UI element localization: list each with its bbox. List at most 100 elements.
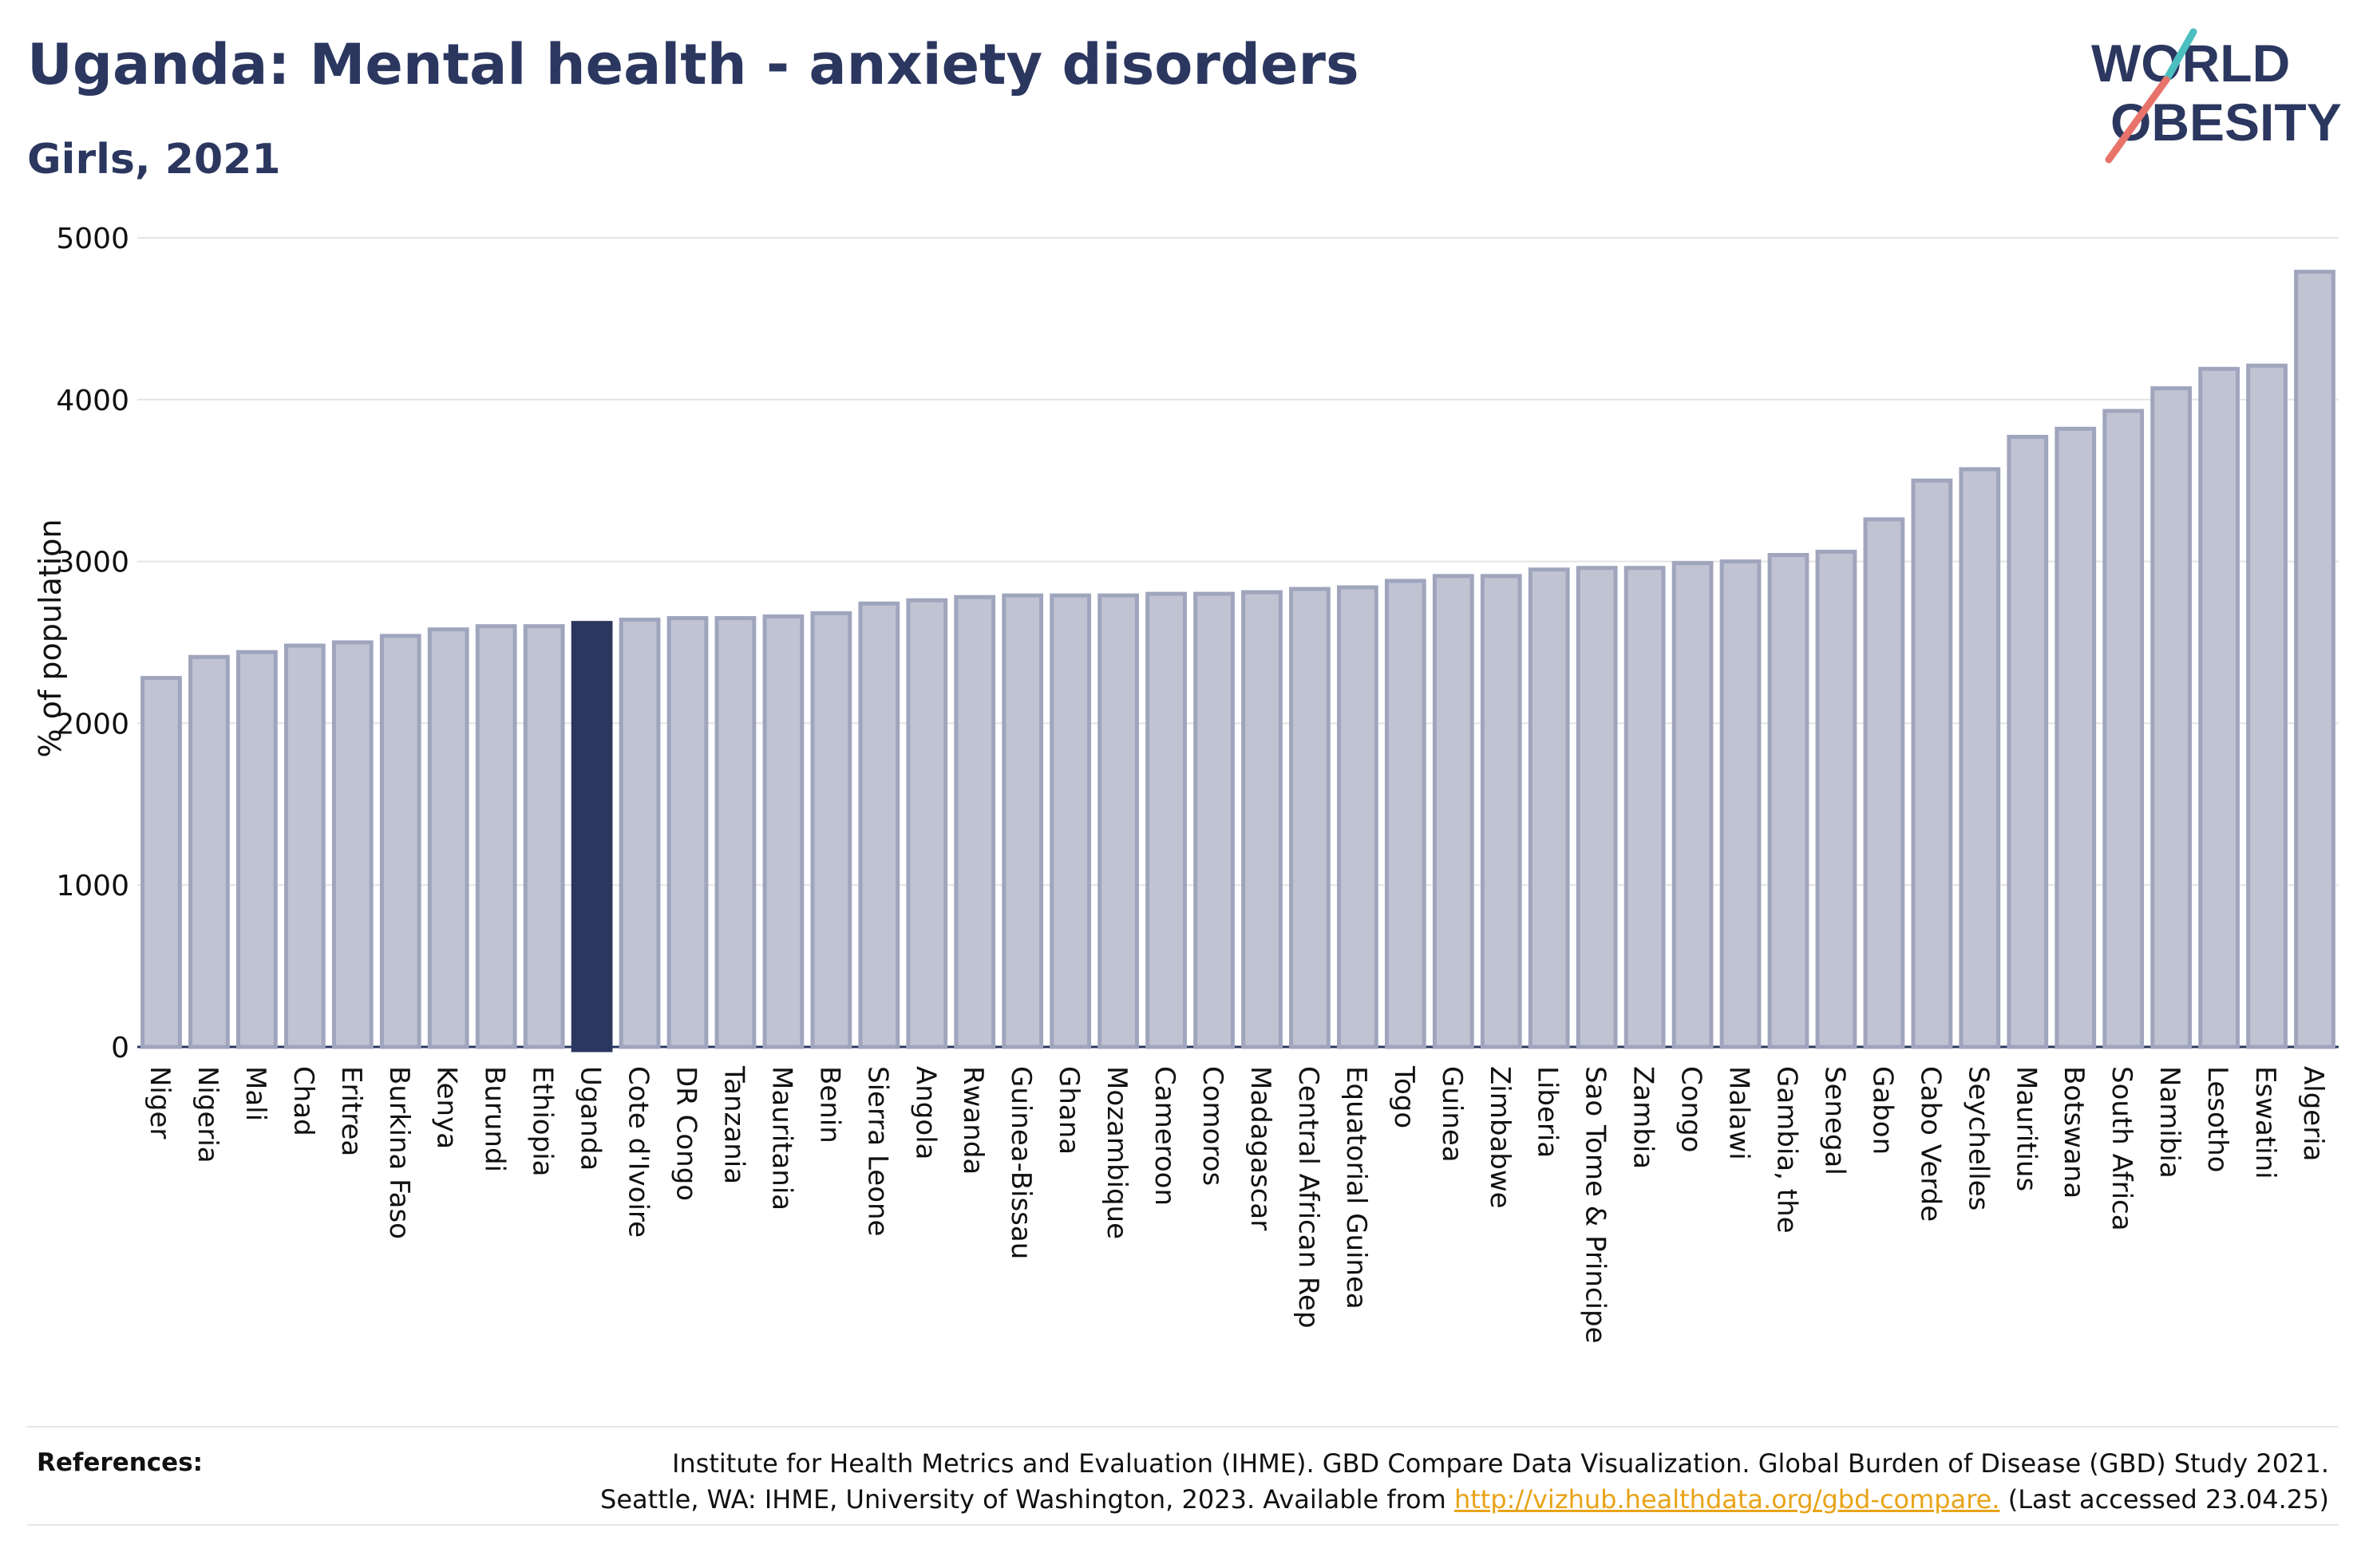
logo-slash-teal xyxy=(2162,28,2197,84)
references-line-2: Seattle, WA: IHME, University of Washing… xyxy=(493,1482,2329,1518)
bar-burundi xyxy=(475,624,517,1049)
bar-togo xyxy=(1384,579,1426,1049)
x-tick-label: Angola xyxy=(909,1066,941,1159)
bar-congo xyxy=(1671,561,1714,1049)
bar-algeria xyxy=(2294,270,2335,1049)
chart-title: Uganda: Mental health - anxiety disorder… xyxy=(27,32,1359,97)
logo-slash-coral xyxy=(2105,76,2170,164)
x-tick-label: Zambia xyxy=(1627,1066,1659,1169)
bar-benin xyxy=(810,610,852,1049)
bar-chad xyxy=(283,643,326,1049)
x-tick-label: Gambia, the xyxy=(1771,1066,1803,1234)
x-tick-label: Togo xyxy=(1388,1065,1420,1128)
x-tick-label: Burkina Faso xyxy=(383,1066,415,1239)
bar-gambia-the xyxy=(1767,552,1809,1049)
bar-zimbabwe xyxy=(1480,574,1522,1049)
x-tick-label: Seychelles xyxy=(1962,1066,1994,1211)
x-tick-label: Mauritius xyxy=(2010,1066,2042,1191)
bar-sao-tome-principe xyxy=(1576,566,1618,1049)
references-line-2-prefix: Seattle, WA: IHME, University of Washing… xyxy=(600,1484,1454,1515)
bar-sierra-leone xyxy=(858,601,900,1049)
references-divider-top xyxy=(27,1426,2339,1428)
x-tick-label: Burundi xyxy=(479,1066,511,1172)
x-tick-label: Gabon xyxy=(1866,1066,1898,1155)
references-text: Institute for Health Metrics and Evaluat… xyxy=(493,1446,2329,1518)
x-tick-label: Zimbabwe xyxy=(1484,1066,1516,1209)
x-tick-label: Congo xyxy=(1675,1066,1707,1152)
references-divider-bottom xyxy=(27,1524,2339,1526)
x-tick-label: Algeria xyxy=(2297,1066,2329,1161)
bar-equatorial-guinea xyxy=(1337,585,1378,1049)
references-link[interactable]: http://vizhub.healthdata.org/gbd-compare… xyxy=(1453,1484,2000,1515)
x-tick-label: Benin xyxy=(813,1066,845,1143)
bar-ethiopia xyxy=(523,624,565,1049)
x-tick-label: DR Congo xyxy=(670,1066,702,1201)
bar-nigeria xyxy=(188,654,230,1049)
x-tick-label: Tanzania xyxy=(718,1065,749,1184)
bar-mozambique xyxy=(1097,593,1139,1049)
bar-comoros xyxy=(1193,591,1235,1049)
bar-botswana xyxy=(2055,426,2097,1049)
x-tick-label: Nigeria xyxy=(192,1066,223,1163)
x-tick-label: Liberia xyxy=(1532,1066,1564,1158)
bar-eswatini xyxy=(2246,363,2288,1049)
bar-rwanda xyxy=(954,594,996,1049)
x-tick-label: Mali xyxy=(239,1066,271,1121)
bar-eritrea xyxy=(331,640,374,1049)
bar-mauritania xyxy=(762,614,805,1049)
bar-mali xyxy=(236,650,278,1049)
bar-seychelles xyxy=(1959,467,2001,1049)
bar-south-africa xyxy=(2102,409,2145,1049)
x-tick-label: Botswana xyxy=(2058,1066,2090,1199)
bar-gabon xyxy=(1863,517,1905,1049)
references-line-1: Institute for Health Metrics and Evaluat… xyxy=(671,1448,2329,1479)
references-label: References: xyxy=(37,1448,204,1477)
bar-cameroon xyxy=(1145,591,1187,1049)
bar-malawi xyxy=(1719,559,1762,1049)
x-tick-label: Kenya xyxy=(431,1066,463,1149)
x-tick-label: Guinea xyxy=(1436,1066,1468,1163)
x-tick-label: South Africa xyxy=(2106,1066,2138,1231)
bar-cote-d-ivoire xyxy=(619,618,661,1049)
bar-madagascar xyxy=(1241,590,1283,1049)
bar-mauritius xyxy=(2007,434,2049,1049)
bar-uganda xyxy=(571,621,613,1053)
bar-cabo-verde xyxy=(1911,478,1953,1049)
y-tick-label: 2000 xyxy=(56,708,129,741)
x-tick-label: Rwanda xyxy=(957,1066,989,1175)
x-tick-label: Uganda xyxy=(575,1066,607,1171)
x-tick-label: Mauritania xyxy=(765,1066,797,1211)
bar-guinea-bissau xyxy=(1002,593,1044,1049)
x-tick-label: Eritrea xyxy=(335,1066,367,1156)
x-tick-label: Comoros xyxy=(1196,1066,1228,1186)
y-tick-label: 1000 xyxy=(56,870,129,902)
x-tick-label: Equatorial Guinea xyxy=(1340,1066,1372,1309)
x-tick-label: Ethiopia xyxy=(527,1066,559,1176)
x-tick-label: Sierra Leone xyxy=(861,1066,893,1236)
y-tick-label: 3000 xyxy=(56,547,129,579)
y-tick-label: 4000 xyxy=(56,385,129,417)
x-tick-label: Cabo Verde xyxy=(1914,1066,1946,1222)
x-tick-label: Eswatini xyxy=(2249,1066,2281,1179)
y-tick-label: 5000 xyxy=(56,223,129,255)
bar-dr-congo xyxy=(666,616,709,1049)
bar-tanzania xyxy=(714,616,757,1049)
bar-senegal xyxy=(1815,549,1857,1049)
bar-central-african-rep xyxy=(1289,587,1331,1049)
references-line-2-suffix: (Last accessed 23.04.25) xyxy=(1999,1484,2329,1515)
x-tick-label: Cameroon xyxy=(1149,1066,1180,1206)
world-obesity-logo: WORLD OBESITY xyxy=(2091,28,2342,164)
y-axis-label: % of population xyxy=(33,519,68,757)
x-tick-label: Madagascar xyxy=(1244,1066,1276,1230)
x-tick-label: Cote d'Ivoire xyxy=(623,1066,655,1238)
bar-angola xyxy=(906,598,948,1049)
bar-guinea xyxy=(1432,574,1474,1049)
chart-subtitle: Girls, 2021 xyxy=(27,136,281,184)
bar-ghana xyxy=(1050,593,1092,1049)
x-tick-label: Guinea-Bissau xyxy=(1005,1066,1037,1259)
x-tick-label: Mozambique xyxy=(1101,1066,1133,1239)
x-tick-label: Chad xyxy=(287,1066,319,1136)
y-tick-label: 0 xyxy=(111,1032,129,1064)
x-tick-label: Niger xyxy=(144,1066,176,1139)
